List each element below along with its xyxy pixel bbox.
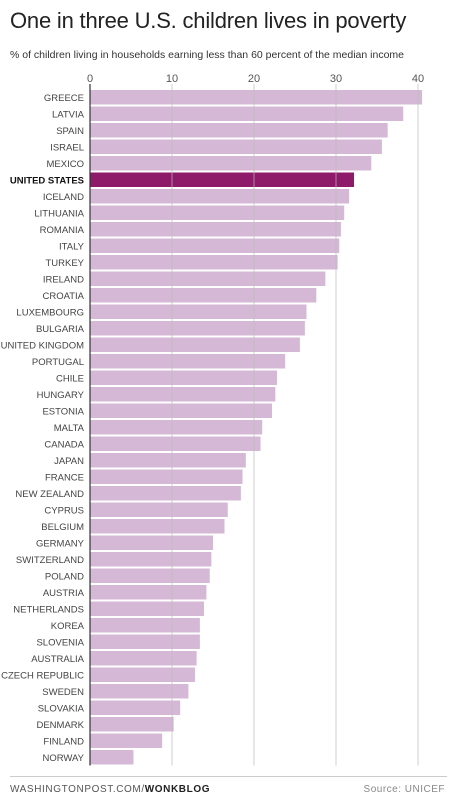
category-label: CANADA [44,439,84,450]
bar [90,601,204,616]
footer-site: WASHINGTONPOST.COM/ [10,784,145,795]
category-label: ISRAEL [50,142,84,153]
footer-credit: WASHINGTONPOST.COM/WONKBLOG [10,784,210,795]
bar [90,700,181,715]
category-label: CHILE [56,373,84,384]
category-label: SLOVENIA [36,637,84,648]
bar [90,271,326,286]
bar [90,453,246,468]
source-note: Source: UNICEF [363,784,445,795]
bar [90,403,273,418]
bar [90,585,207,600]
bar [90,733,163,748]
bar [90,535,213,550]
bar [90,568,210,583]
bar [90,304,307,319]
category-label: HUNGARY [37,390,85,401]
category-label: UNITED KINGDOM [1,340,84,351]
category-label: SLOVAKIA [38,703,85,714]
bar [90,139,382,154]
category-label: GREECE [44,93,84,104]
category-label: LUXEMBOURG [16,307,84,318]
category-label: SWITZERLAND [16,555,84,566]
bar [90,90,423,105]
bar [90,651,197,666]
category-label: MEXICO [47,159,84,170]
bar [90,205,345,220]
category-label: SWEDEN [42,687,84,698]
category-label: POLAND [45,571,84,582]
chart-subtitle: % of children living in households earni… [10,49,404,61]
category-label: NEW ZEALAND [15,489,84,500]
category-label: CYPRUS [44,505,84,516]
bar [90,337,300,352]
category-label: MALTA [54,423,85,434]
bar [90,618,200,633]
tick-label: 20 [248,73,260,85]
category-label: UNITED STATES [10,175,84,186]
category-label: ICELAND [43,192,84,203]
bar [90,634,200,649]
tick-label: 10 [166,73,178,85]
bar [90,123,388,138]
category-label: JAPAN [54,456,84,467]
tick-label: 40 [412,73,424,85]
category-label: BELGIUM [41,522,84,533]
bar [90,321,305,336]
category-label: NETHERLANDS [13,604,84,615]
bar [90,172,355,187]
tick-label: 30 [330,73,342,85]
category-label: GERMANY [36,538,85,549]
bar-chart: 0 10 20 30 40 GREECE LATVIA SPAIN ISRAEL MEXICO UN… [1,73,424,766]
footer-divider [10,776,447,777]
bar [90,222,341,237]
footer-blog: WONKBLOG [144,784,211,795]
bar [90,552,212,567]
chart-title: One in three U.S. children lives in pove… [10,8,407,33]
category-label: ESTONIA [42,406,84,417]
bar [90,106,404,121]
bar [90,255,338,270]
category-label: BULGARIA [36,324,85,335]
category-label: CZECH REPUBLIC [1,670,84,681]
bar [90,238,340,253]
category-label: FINLAND [43,736,84,747]
bar [90,667,195,682]
bar [90,469,243,484]
bar [90,189,350,204]
bar [90,370,277,385]
category-label: LITHUANIA [34,208,84,219]
bar [90,354,286,369]
bar [90,750,134,765]
category-label: IRELAND [43,274,84,285]
bar [90,387,276,402]
bar [90,156,372,171]
bar [90,420,263,435]
category-label: SPAIN [56,126,84,137]
category-label: NORWAY [42,753,84,764]
bar [90,288,317,303]
category-label: FRANCE [45,472,84,483]
category-label: KOREA [51,621,85,632]
category-label: LATVIA [52,109,85,120]
category-label: CROATIA [42,291,84,302]
tick-label: 0 [87,73,93,85]
bar [90,519,225,534]
bar [90,684,189,699]
bar [90,502,228,517]
category-label: ROMANIA [40,225,85,236]
category-label: TURKEY [45,258,84,269]
category-label: AUSTRALIA [31,654,84,665]
category-label: ITALY [59,241,85,252]
bar [90,717,174,732]
bar [90,486,241,501]
category-label: AUSTRIA [43,588,85,599]
category-label: PORTUGAL [32,357,84,368]
bar [90,436,261,451]
category-label: DENMARK [36,720,84,731]
